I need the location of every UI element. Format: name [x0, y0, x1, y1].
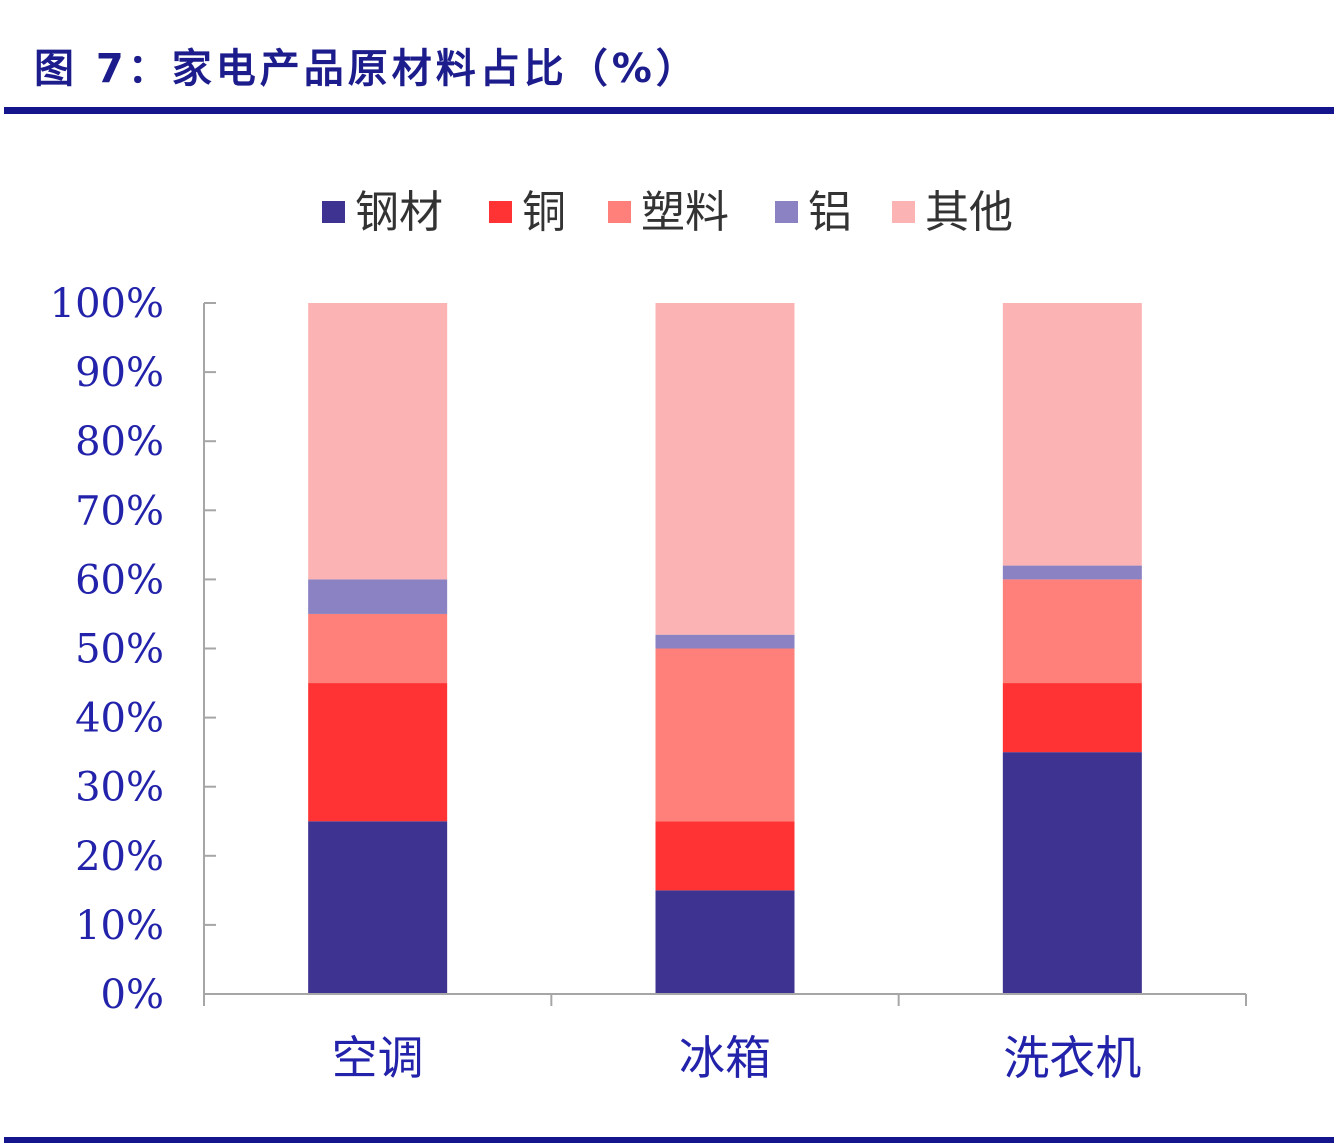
bar-stack-2	[655, 303, 795, 994]
title-divider	[4, 107, 1334, 114]
y-tick-label: 40%	[75, 696, 164, 742]
y-tick-label: 20%	[75, 834, 164, 880]
y-tick-label: 90%	[75, 350, 164, 396]
bar-segment-其他	[1002, 303, 1142, 566]
chart-bars	[308, 303, 1142, 994]
bar-segment-铝	[1002, 565, 1142, 580]
bar-segment-钢材	[308, 821, 448, 994]
legend-swatch	[892, 201, 915, 223]
legend-label: 其他	[925, 187, 1013, 238]
bar-segment-铜	[308, 683, 448, 822]
legend-label: 铝	[808, 187, 852, 238]
legend-swatch	[489, 201, 512, 223]
bar-stack-3	[1002, 303, 1142, 994]
y-tick-label: 80%	[75, 419, 164, 465]
bar-segment-塑料	[655, 648, 795, 822]
bar-segment-塑料	[1002, 579, 1142, 684]
x-category-label: 冰箱	[679, 1031, 771, 1085]
legend-item-4: 铝	[775, 187, 852, 238]
legend-label: 钢材	[355, 187, 443, 238]
bar-segment-铜	[655, 821, 795, 891]
y-tick-label: 50%	[75, 627, 164, 673]
bottom-divider	[4, 1137, 1334, 1143]
x-category-label: 空调	[332, 1031, 424, 1085]
bar-stack-1	[308, 303, 448, 994]
bar-segment-其他	[308, 303, 448, 580]
legend-item-1: 钢材	[322, 187, 443, 238]
legend-swatch	[608, 201, 631, 223]
legend-item-5: 其他	[892, 187, 1013, 238]
legend-item-2: 铜	[489, 187, 566, 238]
y-tick-label: 70%	[75, 488, 164, 534]
legend-swatch	[775, 201, 798, 223]
y-tick-label: 10%	[75, 903, 164, 949]
y-tick-label: 30%	[75, 765, 164, 811]
bar-segment-钢材	[655, 890, 795, 994]
y-tick-label: 0%	[101, 972, 164, 1018]
legend-label: 铜	[522, 187, 566, 238]
chart-legend: 钢材 铜 塑料 铝 其他	[322, 187, 1013, 238]
x-category-label: 洗衣机	[1003, 1031, 1141, 1085]
bar-segment-铜	[1002, 683, 1142, 753]
y-tick-label: 60%	[75, 557, 164, 603]
bar-segment-铝	[308, 579, 448, 614]
bar-segment-铝	[655, 634, 795, 649]
bar-segment-其他	[655, 303, 795, 635]
chart-axes: 0% 10% 20% 30% 40% 50% 60% 70% 80% 90% 100% 空调 冰箱 洗衣机	[50, 281, 1247, 1085]
figure-title: 图 7：家电产品原材料占比（%）	[34, 46, 700, 92]
y-tick-label: 100%	[50, 281, 164, 327]
legend-label: 塑料	[641, 187, 729, 238]
bar-segment-塑料	[308, 613, 448, 684]
legend-swatch	[322, 201, 345, 223]
bar-segment-钢材	[1002, 752, 1142, 994]
legend-item-3: 塑料	[608, 187, 729, 238]
